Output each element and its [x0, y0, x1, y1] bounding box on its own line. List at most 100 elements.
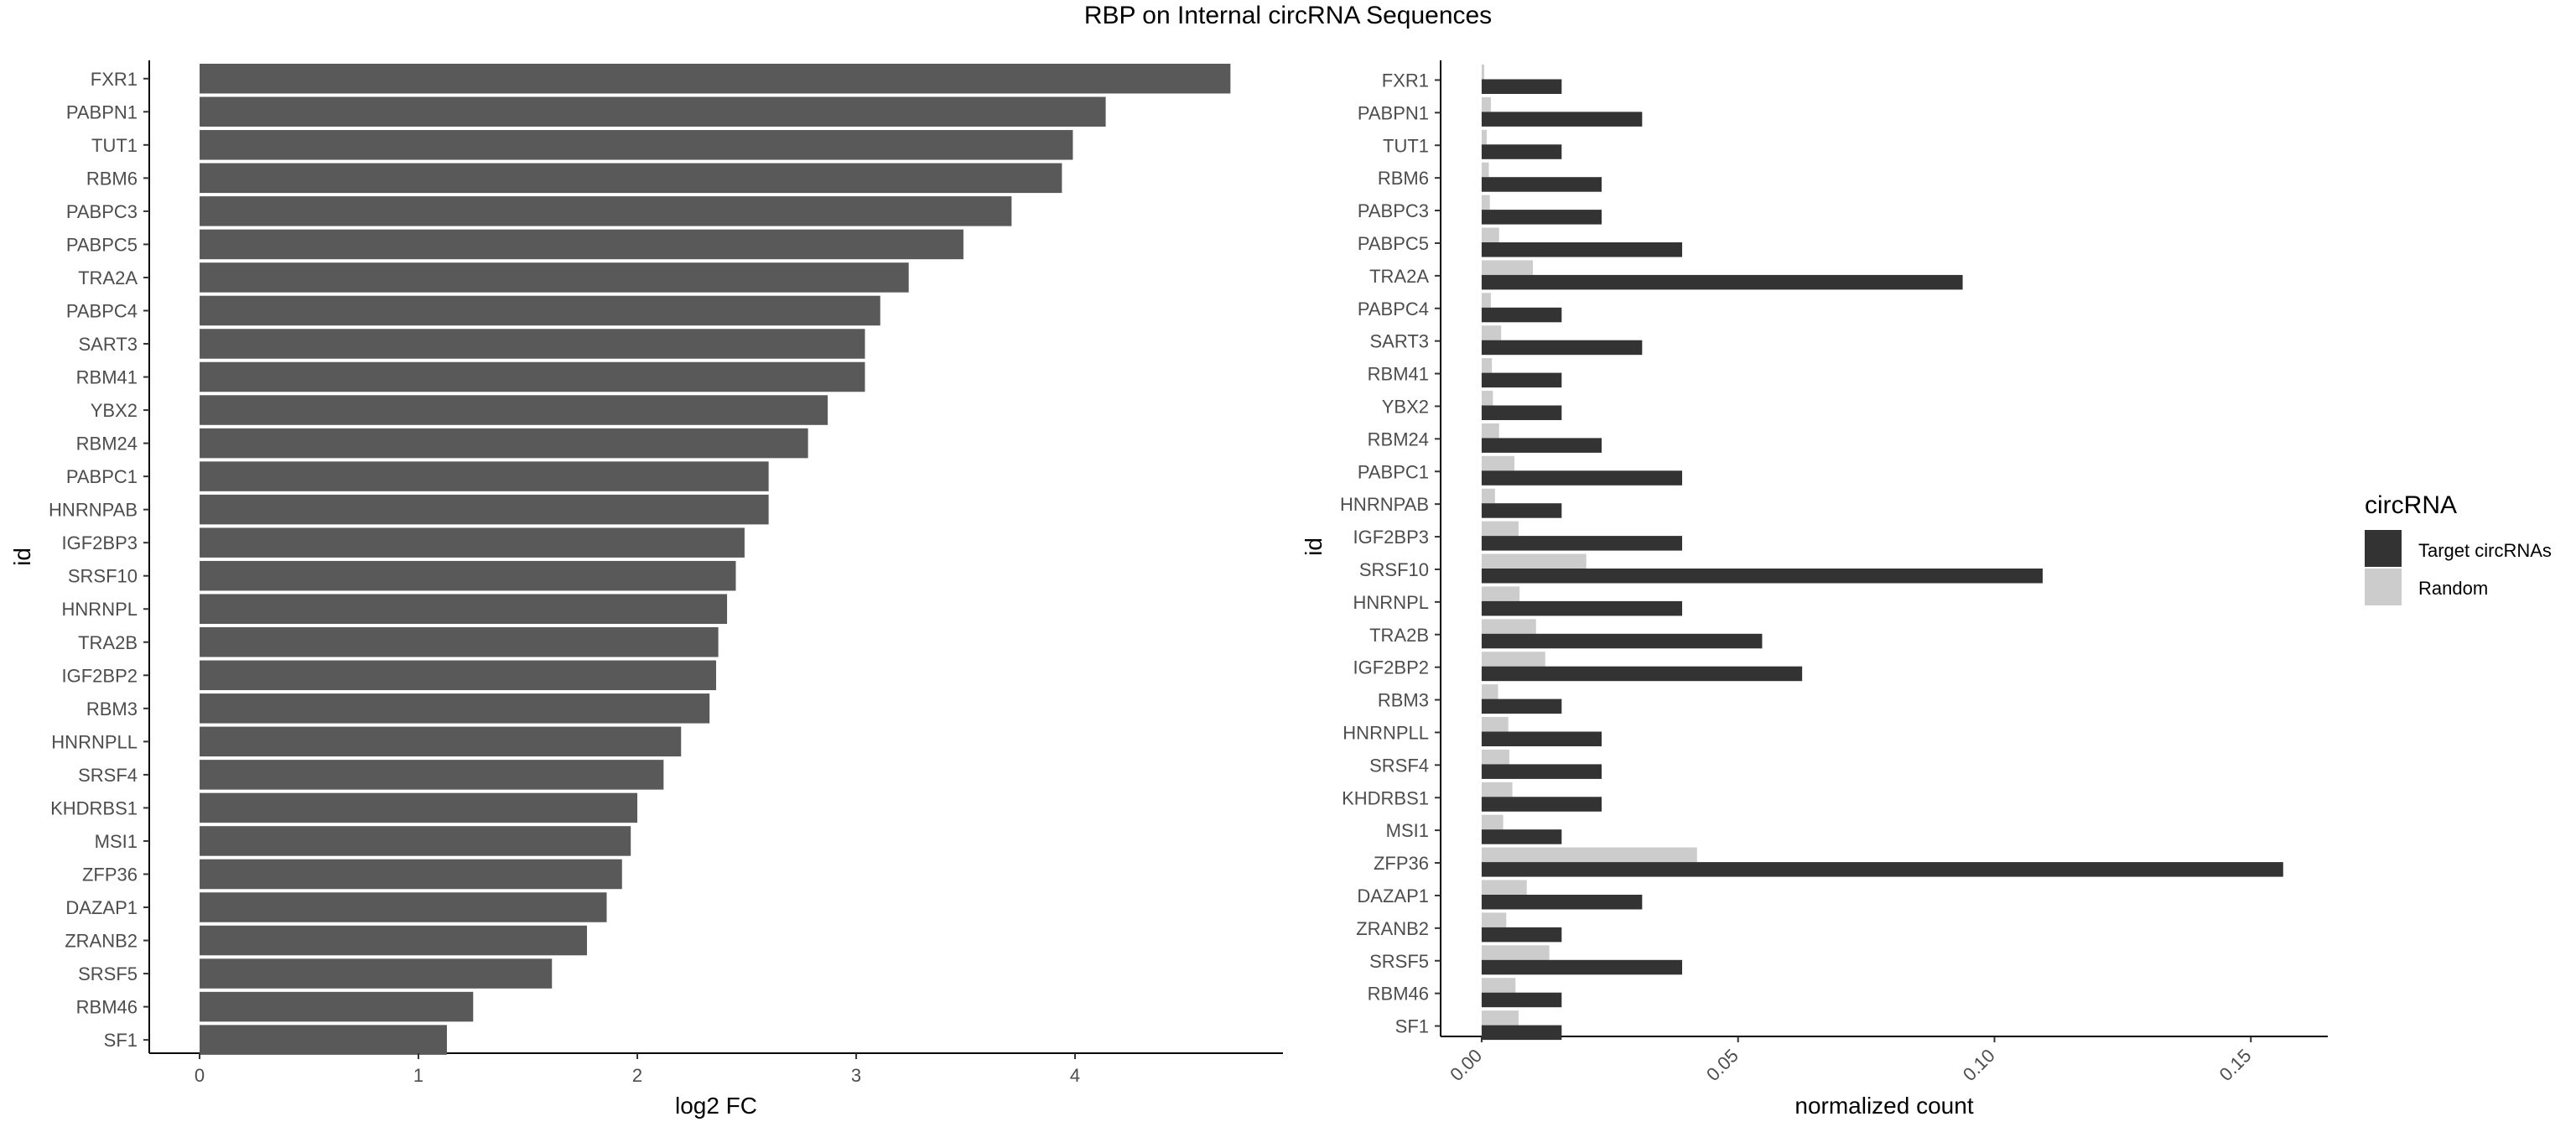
- left-y-tick-label: TUT1: [91, 135, 138, 156]
- left-y-tick-label: HNRNPAB: [49, 500, 138, 521]
- right-y-tick-label: HNRNPLL: [1343, 722, 1429, 743]
- fc-bar-zranb2: [200, 925, 588, 956]
- left-y-tick-label: SRSF10: [68, 566, 138, 587]
- fc-bar-pabpn1: [200, 96, 1106, 127]
- right-y-tick-label: SRSF10: [1359, 559, 1429, 580]
- random-bar-tra2a: [1481, 260, 1534, 275]
- target-bar-hnrnpab: [1481, 503, 1562, 518]
- target-bar-srsf4: [1481, 764, 1602, 779]
- left-x-tick-label: 2: [632, 1065, 642, 1086]
- left-y-tick-label: PABPC4: [66, 300, 138, 321]
- right-y-tick-label: SRSF5: [1369, 951, 1429, 972]
- left-y-tick-label: ZRANB2: [65, 931, 138, 952]
- random-bar-srsf4: [1481, 749, 1509, 765]
- random-bar-pabpn1: [1481, 96, 1491, 112]
- right-x-tick-label: 0.15: [2215, 1045, 2256, 1085]
- right-y-tick-label: RBM24: [1368, 428, 1429, 449]
- fc-bar-tra2a: [200, 262, 909, 293]
- random-bar-sart3: [1481, 325, 1502, 340]
- target-bar-rbm46: [1481, 992, 1562, 1008]
- random-bar-igf2bp3: [1481, 521, 1519, 537]
- fc-bar-rbm46: [200, 991, 474, 1022]
- left-y-tick-label: PABPC3: [66, 201, 138, 222]
- random-bar-ybx2: [1481, 391, 1493, 406]
- target-bar-sf1: [1481, 1025, 1562, 1041]
- right-y-tick-label: RBM46: [1368, 984, 1429, 1005]
- left-y-tick-label: YBX2: [91, 400, 138, 421]
- random-bar-hnrnpab: [1481, 488, 1495, 504]
- random-bar-zfp36: [1481, 847, 1697, 863]
- fc-bar-rbm6: [200, 163, 1062, 194]
- fc-bar-pabpc1: [200, 461, 769, 491]
- fc-bar-khdrbs1: [200, 792, 638, 823]
- fc-bar-hnrnpll: [200, 726, 682, 757]
- target-bar-hnrnpl: [1481, 600, 1683, 616]
- right-y-tick-label: PABPC5: [1358, 233, 1429, 254]
- target-bar-igf2bp2: [1481, 666, 1803, 682]
- left-y-tick-label: TRA2B: [78, 632, 138, 653]
- target-bar-zranb2: [1481, 927, 1562, 943]
- fc-bar-rbm24: [200, 428, 808, 459]
- random-bar-tut1: [1481, 129, 1488, 145]
- random-bar-pabpc1: [1481, 455, 1515, 471]
- target-bar-sart3: [1481, 340, 1643, 356]
- fc-bar-srsf4: [200, 760, 664, 790]
- left-y-tick-label: HNRNPLL: [51, 731, 138, 752]
- left-y-tick-label: SART3: [78, 334, 138, 355]
- target-bar-rbm3: [1481, 699, 1562, 714]
- left-y-tick-label: IGF2BP3: [62, 532, 138, 553]
- right-y-tick-label: TRA2B: [1369, 625, 1429, 646]
- right-y-tick-label: HNRNPL: [1353, 592, 1429, 613]
- right-y-tick-label: SRSF4: [1369, 755, 1429, 776]
- fc-bar-pabpc5: [200, 229, 963, 260]
- random-bar-srsf5: [1481, 945, 1550, 960]
- left-y-tick-label: FXR1: [91, 69, 138, 90]
- fc-bar-srsf5: [200, 958, 553, 989]
- left-y-tick-label: RBM41: [76, 367, 138, 388]
- normalized-count-panel: normalized count id FXR1 PABPN1 TUT1 RBM6 PA…: [1301, 60, 2328, 1119]
- right-y-tick-label: ZFP36: [1374, 853, 1429, 874]
- fc-bar-pabpc3: [200, 196, 1012, 226]
- fc-bar-msi1: [200, 826, 631, 856]
- fc-bar-zfp36: [200, 859, 622, 890]
- left-y-tick-label: RBM46: [76, 997, 138, 1018]
- target-bar-srsf10: [1481, 569, 2043, 584]
- target-bar-khdrbs1: [1481, 797, 1602, 812]
- target-bar-pabpc5: [1481, 242, 1683, 257]
- left-x-tick-label: 0: [195, 1065, 205, 1086]
- legend-title: circRNA: [2365, 491, 2457, 519]
- legend: circRNA Target circRNAs Random: [2365, 491, 2552, 605]
- left-y-tick-label: IGF2BP2: [62, 665, 138, 686]
- left-y-tick-label: PABPC1: [66, 466, 138, 487]
- fc-bar-hnrnpl: [200, 594, 728, 624]
- fc-bar-ybx2: [200, 395, 828, 425]
- target-bar-pabpc1: [1481, 470, 1683, 486]
- random-bar-sf1: [1481, 1010, 1519, 1026]
- legend-key-target: [2365, 530, 2402, 567]
- fc-bar-hnrnpab: [200, 494, 769, 525]
- legend-key-random: [2365, 569, 2402, 605]
- target-bar-srsf5: [1481, 959, 1683, 975]
- left-y-tick-label: ZFP36: [82, 864, 138, 885]
- left-y-tick-label: MSI1: [95, 831, 138, 852]
- fc-bar-fxr1: [200, 64, 1231, 94]
- random-bar-rbm46: [1481, 978, 1516, 993]
- left-y-tick-label: SF1: [104, 1030, 138, 1051]
- log2fc-panel: log2 FC id FXR1 PABPN1 TUT1 RBM6 PABPC3 PABPC…: [9, 60, 1283, 1119]
- fc-bar-dazap1: [200, 892, 607, 922]
- left-y-tick-label: HNRNPL: [62, 599, 138, 620]
- random-bar-khdrbs1: [1481, 782, 1513, 797]
- legend-label-target: Target circRNAs: [2418, 540, 2552, 561]
- target-bar-rbm24: [1481, 438, 1602, 453]
- left-y-tick-label: SRSF4: [78, 765, 138, 786]
- target-bar-pabpc4: [1481, 307, 1562, 323]
- random-bar-rbm41: [1481, 358, 1493, 373]
- random-bar-pabpc3: [1481, 195, 1490, 210]
- random-bar-pabpc5: [1481, 227, 1499, 242]
- fc-bar-igf2bp3: [200, 527, 745, 558]
- target-bar-msi1: [1481, 829, 1562, 844]
- fc-bar-pabpc4: [200, 295, 880, 326]
- left-y-tick-label: RBM3: [86, 699, 138, 719]
- random-bar-tra2b: [1481, 619, 1536, 634]
